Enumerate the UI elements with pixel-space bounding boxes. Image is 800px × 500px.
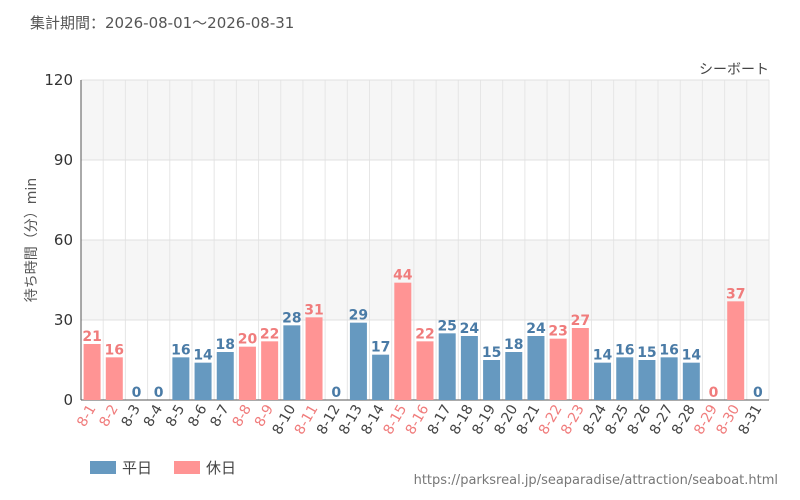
bar [660, 357, 678, 400]
period-label: 集計期間：2026-08-01～2026-08-31 [30, 14, 295, 32]
bar [372, 354, 390, 400]
bar [594, 362, 612, 400]
bar [172, 357, 190, 400]
legend-label-holiday: 休日 [206, 459, 237, 477]
bar-value-label: 24 [460, 321, 480, 337]
x-tick-label: 8-7 [207, 402, 232, 430]
bar [261, 341, 279, 400]
bar [349, 322, 367, 400]
wait-time-bar-chart: 0306090120待ち時間（分）minシーボート218-1168-208-30… [24, 62, 770, 438]
bar-value-label: 21 [82, 329, 101, 345]
x-tick-label: 8-3 [119, 402, 144, 430]
bar-value-label: 0 [331, 385, 341, 401]
bar [238, 346, 256, 400]
bar [571, 328, 589, 400]
bar-value-label: 31 [304, 302, 323, 318]
x-tick-label: 8-1 [74, 402, 99, 430]
bar [616, 357, 634, 400]
bar-value-label: 22 [260, 326, 279, 342]
bar [527, 336, 545, 400]
x-tick-label: 8-2 [96, 402, 121, 430]
bar [216, 352, 234, 400]
bar [283, 325, 301, 400]
bar [394, 282, 412, 400]
legend-item-weekday[interactable]: 平日 [90, 457, 152, 478]
bar-value-label: 0 [709, 385, 719, 401]
bar [727, 301, 745, 400]
x-tick-label: 8-5 [163, 402, 188, 430]
bar-value-label: 16 [659, 342, 678, 358]
bar-value-label: 17 [371, 340, 390, 356]
x-tick-label: 8-31 [736, 402, 766, 438]
bar [305, 317, 323, 400]
bar [83, 344, 101, 400]
bar [105, 357, 123, 400]
bar-value-label: 15 [482, 345, 501, 361]
bar-value-label: 44 [393, 268, 413, 284]
bar-value-label: 15 [637, 345, 656, 361]
grid-band [81, 80, 769, 160]
legend-label-weekday: 平日 [122, 459, 153, 477]
y-tick-label: 30 [54, 311, 73, 329]
y-tick-label: 0 [63, 391, 73, 409]
legend-swatch-holiday [174, 461, 201, 474]
bar-value-label: 27 [571, 313, 590, 329]
bar-value-label: 14 [682, 348, 702, 364]
bar [460, 336, 478, 400]
bar [682, 362, 700, 400]
bar [505, 352, 523, 400]
y-tick-label: 60 [54, 231, 73, 249]
bar-value-label: 22 [415, 326, 434, 342]
bar-value-label: 0 [753, 385, 763, 401]
bar-value-label: 24 [526, 321, 546, 337]
bar-value-label: 29 [349, 308, 368, 324]
x-tick-label: 8-6 [185, 402, 210, 430]
bar [638, 360, 656, 400]
legend: 平日 休日 [90, 457, 236, 478]
y-tick-label: 120 [44, 71, 73, 89]
bar-value-label: 25 [437, 318, 456, 334]
bar-value-label: 16 [615, 342, 634, 358]
x-tick-label: 8-4 [141, 402, 166, 430]
legend-item-holiday[interactable]: 休日 [174, 457, 236, 478]
bar-value-label: 28 [282, 310, 301, 326]
bar-value-label: 0 [154, 385, 164, 401]
bar [549, 338, 567, 400]
bar-value-label: 37 [726, 286, 745, 302]
source-url[interactable]: https://parksreal.jp/seaparadise/attract… [413, 473, 778, 488]
bar-value-label: 14 [593, 348, 613, 364]
bar-value-label: 16 [171, 342, 190, 358]
bar-value-label: 18 [216, 337, 235, 353]
bar [438, 333, 456, 400]
bar [194, 362, 212, 400]
x-tick-label: 8-8 [230, 402, 255, 430]
bar-value-label: 23 [548, 324, 567, 340]
legend-swatch-weekday [90, 461, 116, 474]
bar [416, 341, 434, 400]
bar-value-label: 14 [193, 348, 213, 364]
series-name-label: シーボート [699, 62, 769, 78]
y-axis-title: 待ち時間（分）min [24, 178, 40, 302]
bar-value-label: 16 [105, 342, 124, 358]
bar-value-label: 20 [238, 332, 258, 348]
y-tick-label: 90 [54, 151, 73, 169]
grid-band [81, 240, 769, 320]
bar-value-label: 0 [132, 385, 142, 401]
bar-value-label: 18 [504, 337, 523, 353]
bar [483, 360, 501, 400]
